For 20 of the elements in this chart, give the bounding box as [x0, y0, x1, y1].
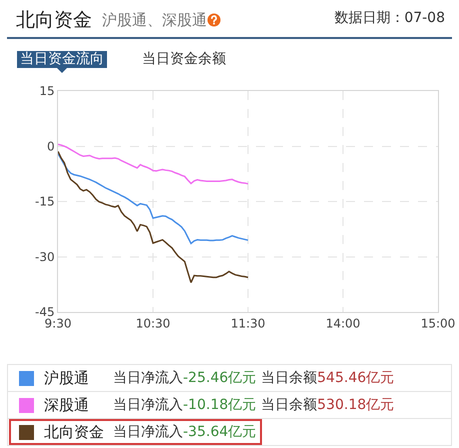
line-series — [58, 144, 249, 185]
chart-subtitle: 沪股通、深股通 — [102, 10, 207, 30]
legend-label: 北向资金 — [44, 422, 105, 442]
text: 当日资金余额 — [142, 51, 226, 68]
legend-label: 深股通 — [44, 396, 90, 414]
line-series — [58, 152, 249, 244]
chart-title: 北向资金 — [16, 8, 92, 33]
y-tick-label: 15 — [39, 84, 55, 98]
outline-frame: 北向资金 当日净流入-35.64亿元 — [9, 419, 262, 445]
y-tick-label: -15 — [34, 194, 55, 209]
x-tick-label: 15:00 — [420, 316, 456, 330]
line-series — [58, 150, 249, 284]
y-tick-label: 0 — [46, 139, 55, 154]
text: 数据日期：07-08 — [334, 9, 445, 27]
legend-table: 沪股通 当日净流入-25.46亿元 当日余额545.46亿元 深股通 当日净流入-10.18亿元 当日余额530.18亿元 北向资金 当日净流入-35.64亿元 — [7, 364, 452, 446]
x-tick-label: 14:00 — [326, 316, 360, 330]
legend-label: 沪股通 — [44, 368, 90, 388]
x-tick-label: 10:30 — [136, 316, 170, 330]
y-tick-label: -30 — [34, 250, 55, 264]
x-tick-label: 11:30 — [230, 316, 266, 330]
